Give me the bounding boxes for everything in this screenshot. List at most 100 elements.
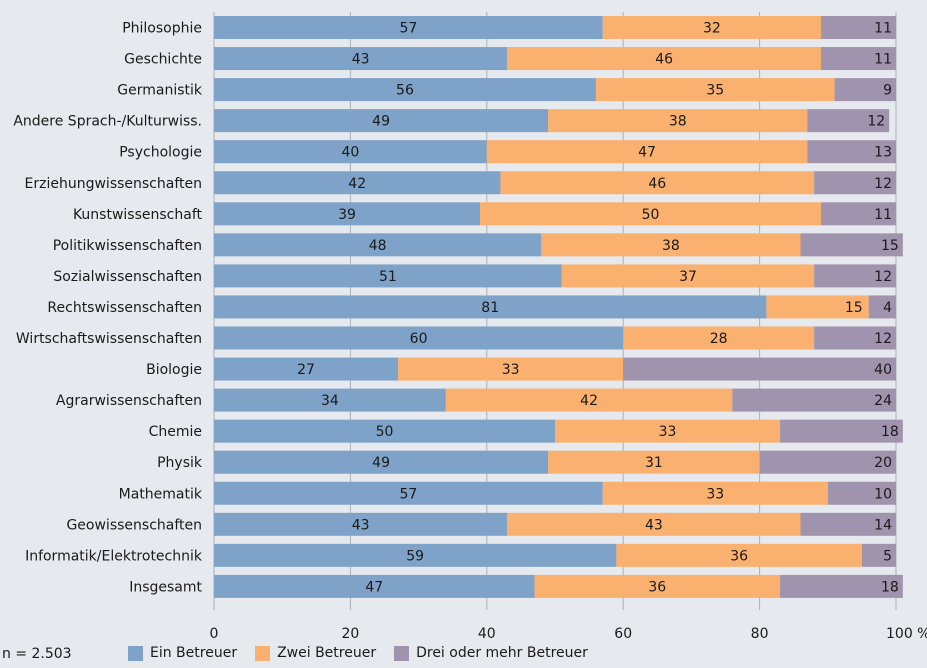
category-label: Kunstwissenschaft [73,207,203,223]
category-label: Geowissenschaften [66,517,202,533]
bar-segment [214,357,399,381]
x-tick-label: 20 [341,626,359,642]
x-tick-label: 0 [210,626,219,642]
x-tick-labels: 0 20 40 60 80 100 % [210,626,927,642]
data-label: 4 [883,300,892,316]
data-label: 40 [874,362,892,378]
bar-segment [800,512,896,536]
data-label: 46 [655,52,673,68]
bar-segment [623,357,896,381]
data-label: 49 [372,455,390,471]
data-label: 33 [502,362,520,378]
bar-segment [868,295,896,319]
data-label: 33 [659,424,677,440]
bar-segment [507,512,801,536]
category-label: Insgesamt [129,579,202,595]
bar-segment [507,47,821,71]
bar-segment [214,233,542,257]
bar-segment [214,78,596,102]
legend-label: Zwei Betreuer [277,645,377,661]
x-tick-label: 40 [478,626,496,642]
category-label: Geschichte [124,52,202,68]
data-label: 32 [703,21,721,37]
bar-segment [861,543,896,567]
data-label: 10 [874,486,892,502]
bar-segment [214,16,603,39]
data-label: 12 [874,331,892,347]
bar-segment [548,450,760,474]
category-label: Andere Sprach-/Kulturwiss. [13,114,202,130]
legend-item: Ein Betreuer [128,645,237,661]
data-label: 18 [881,424,899,440]
data-label: 43 [352,517,370,533]
category-label: Sozialwissenschaften [53,269,202,285]
data-label: 42 [580,393,598,409]
legend-item: Zwei Betreuer [255,645,376,661]
data-label: 11 [874,207,892,223]
bar-segment [820,202,896,226]
data-label: 40 [341,145,359,161]
bar-segment [820,47,896,71]
data-label: 27 [297,362,315,378]
bar-segment [548,109,808,133]
data-label: 50 [642,207,660,223]
bar-segment [214,264,562,288]
data-label: 14 [874,517,892,533]
data-label: 38 [669,114,687,130]
bar-segment [732,388,896,412]
data-label: 39 [338,207,356,223]
bar-segment [214,419,555,443]
category-label: Politikwissenschaften [53,238,202,254]
data-label: 11 [874,52,892,68]
bar-segment [814,264,896,288]
data-label: 20 [874,455,892,471]
data-label: 12 [874,176,892,192]
bar-segment [214,171,501,195]
bar-segment [555,419,781,443]
category-label: Rechtswissenschaften [47,300,202,316]
bar-segment [780,574,903,598]
bar-segment [214,481,603,505]
sample-size-note: n = 2.503 [2,646,72,662]
category-label: Psychologie [119,145,202,161]
data-label: 37 [679,269,697,285]
data-label: 18 [881,579,899,595]
bar-segment [800,233,903,257]
bar-segment [500,171,815,195]
bar-segment [214,47,508,71]
data-label: 9 [883,83,892,99]
bar-segment [214,109,549,133]
data-label: 35 [706,83,724,99]
data-label: 56 [396,83,414,99]
bar-segment [602,16,821,39]
legend: Ein Betreuer Zwei Betreuer Drei oder mehr … [128,645,588,661]
bar-segment [780,419,903,443]
data-label: 38 [662,238,680,254]
legend-label: Ein Betreuer [150,645,238,661]
bar-segment [834,78,896,102]
category-label: Erziehungwissenschaften [25,176,202,192]
data-label: 36 [730,548,748,564]
bar-segment [214,388,446,412]
category-label: Agrarwissenschaften [56,393,202,409]
bar-segment [214,295,767,319]
data-label: 15 [881,238,899,254]
data-label: 24 [874,393,892,409]
data-label: 34 [321,393,339,409]
bar-segment [820,16,896,39]
category-label: Philosophie [122,21,202,37]
bar-segment [766,295,869,319]
data-label: 5 [883,548,892,564]
data-label: 12 [874,269,892,285]
bar-segment [398,357,624,381]
category-label: Germanistik [117,83,203,99]
x-tick-label: 60 [614,626,632,642]
bar-segment [807,140,896,164]
bar-segment [759,450,896,474]
category-label: Wirtschaftswissenschaften [16,331,202,347]
bar-segment [807,109,890,133]
category-label: Chemie [149,424,202,440]
data-label: 12 [867,114,885,130]
x-tick-label: 100 % [886,626,927,642]
